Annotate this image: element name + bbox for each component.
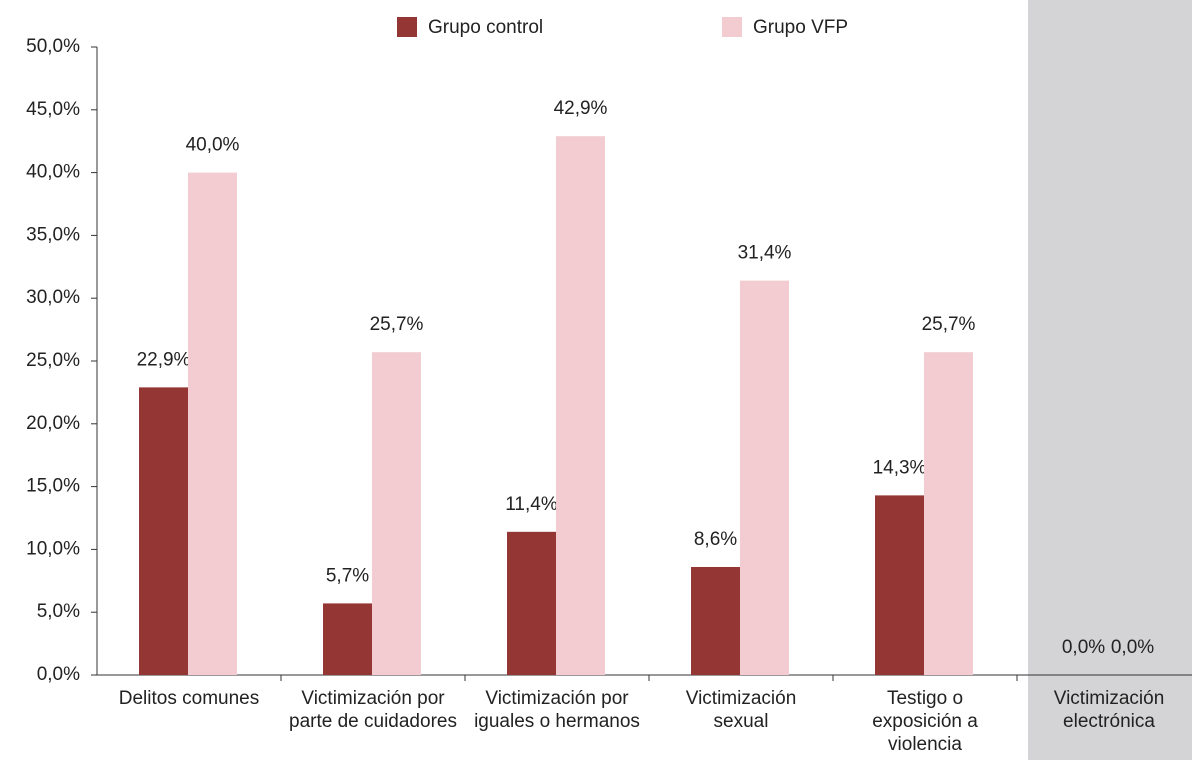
bar bbox=[924, 352, 973, 675]
legend-label: Grupo VFP bbox=[753, 17, 848, 38]
y-tick-label: 40,0% bbox=[26, 162, 80, 183]
value-label: 40,0% bbox=[186, 135, 240, 156]
x-tick-label: Victimización por iguales o hermanos bbox=[474, 688, 640, 732]
bar bbox=[507, 531, 556, 675]
y-tick-label: 35,0% bbox=[26, 224, 80, 245]
bar bbox=[372, 352, 421, 675]
y-tick-label: 15,0% bbox=[26, 476, 80, 497]
highlight-band bbox=[1028, 0, 1192, 760]
y-tick-label: 30,0% bbox=[26, 287, 80, 308]
bar bbox=[188, 172, 237, 675]
bar bbox=[323, 603, 372, 675]
x-tick-label: Testigo o exposición a violencia bbox=[872, 688, 978, 755]
value-label: 0,0% bbox=[1111, 637, 1154, 658]
y-tick-label: 5,0% bbox=[37, 601, 80, 622]
value-label: 42,9% bbox=[554, 98, 608, 119]
value-label: 0,0% bbox=[1062, 637, 1105, 658]
bar bbox=[875, 495, 924, 675]
x-tick-label: Delitos comunes bbox=[118, 688, 260, 709]
x-tick-label: Victimización electrónica bbox=[1053, 688, 1165, 732]
value-label: 5,7% bbox=[326, 565, 369, 586]
bar bbox=[691, 566, 740, 675]
y-tick-label: 45,0% bbox=[26, 99, 80, 120]
value-label: 31,4% bbox=[738, 243, 792, 264]
y-tick-label: 0,0% bbox=[37, 664, 80, 685]
y-tick-label: 50,0% bbox=[26, 36, 80, 57]
bar bbox=[556, 136, 605, 675]
bar bbox=[740, 280, 789, 675]
x-tick-label: Victimización por parte de cuidadores bbox=[289, 688, 457, 732]
value-label: 25,7% bbox=[370, 314, 424, 335]
value-label: 14,3% bbox=[873, 457, 927, 478]
y-tick-label: 25,0% bbox=[26, 350, 80, 371]
legend-swatch bbox=[722, 17, 742, 37]
y-tick-label: 20,0% bbox=[26, 413, 80, 434]
x-tick-label: Victimización sexual bbox=[685, 688, 797, 732]
value-label: 8,6% bbox=[694, 529, 737, 550]
y-tick-label: 10,0% bbox=[26, 538, 80, 559]
value-label: 25,7% bbox=[922, 314, 976, 335]
legend-swatch bbox=[397, 17, 417, 37]
value-label: 11,4% bbox=[505, 494, 558, 515]
legend-label: Grupo control bbox=[428, 17, 543, 38]
bar bbox=[139, 387, 188, 675]
value-label: 22,9% bbox=[137, 349, 191, 370]
